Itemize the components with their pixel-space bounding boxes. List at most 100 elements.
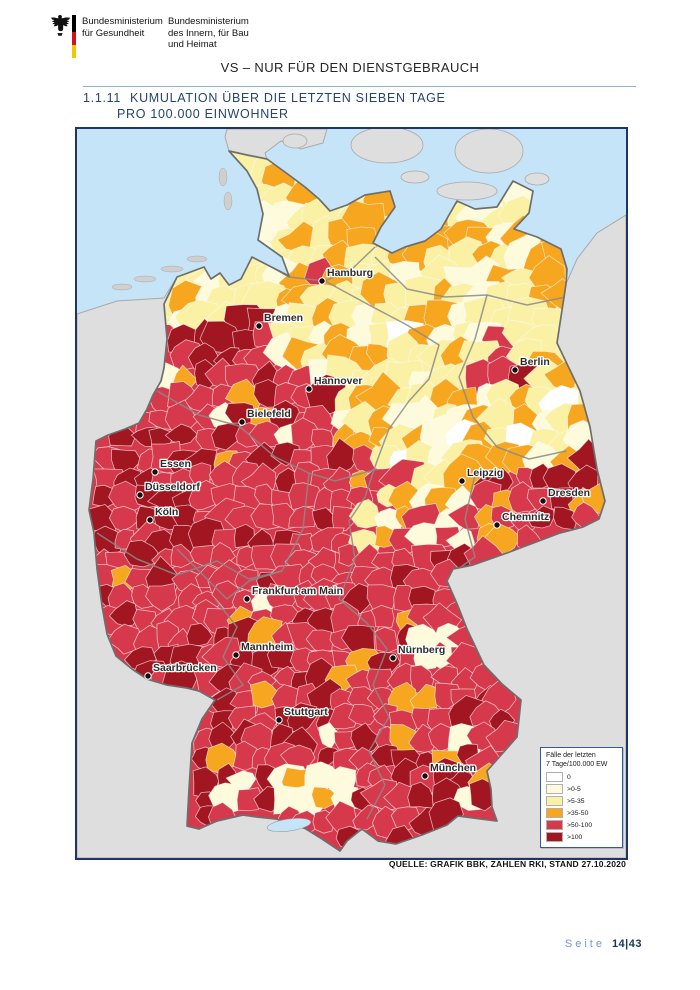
legend-item: >35-50	[546, 808, 618, 818]
page-footer: Seite 14|43	[565, 938, 642, 950]
city-label: Hamburg	[327, 267, 373, 279]
city-dot	[421, 772, 429, 780]
city-marker-m-nchen: München	[421, 761, 477, 780]
district	[348, 704, 377, 726]
legend-item: >0-5	[546, 784, 618, 794]
city-dot	[458, 477, 466, 485]
city-marker-hamburg: Hamburg	[318, 266, 374, 285]
city-label: Düsseldorf	[145, 481, 200, 493]
city-dot	[389, 654, 397, 662]
city-marker-berlin: Berlin	[511, 355, 551, 374]
ministry-interior-line1: Bundesministerium	[168, 16, 249, 27]
city-label: Bielefeld	[247, 408, 291, 420]
section-number: 1.1.11	[83, 91, 122, 105]
district	[375, 626, 399, 654]
legend-label: >5-35	[567, 797, 585, 805]
district	[317, 746, 342, 766]
legend-title-line1: Fälle der letzten	[546, 752, 596, 759]
district	[225, 770, 257, 794]
district	[211, 422, 242, 451]
district	[326, 437, 359, 473]
district	[526, 505, 555, 529]
ministry-interior-line2: des Innern, für Bau	[168, 27, 249, 39]
section-title-line2: PRO 100.000 EINWOHNER	[117, 106, 289, 121]
city-label: Hannover	[314, 375, 362, 387]
section-title: 1.1.11 KUMULATION ÜBER DIE LETZTEN SIEBEN…	[83, 91, 446, 122]
island	[218, 167, 228, 187]
choropleth-map: Hamburg Bremen Berlin Hannover Bielefeld Esse…	[77, 129, 626, 858]
district	[108, 505, 141, 532]
legend-label: >50-100	[567, 821, 593, 829]
legend-items: 0 >0-5 >5-35 >35-50 >50-100 >100	[546, 772, 618, 842]
city-label: Dresden	[548, 487, 590, 499]
state-border	[366, 622, 390, 820]
city-dot	[305, 385, 313, 393]
legend-title: Fälle der letzten 7 Tage/100.000 EW	[546, 752, 618, 769]
city-dot	[511, 366, 519, 374]
city-label: Stuttgart	[284, 706, 328, 718]
city-marker-stuttgart: Stuttgart	[275, 705, 330, 724]
section-title-line1: KUMULATION ÜBER DIE LETZTEN SIEBEN TAGE	[130, 91, 446, 105]
city-dot	[539, 497, 547, 505]
city-label: Mannheim	[241, 641, 293, 653]
island	[400, 170, 430, 184]
district	[552, 506, 579, 531]
state-border	[338, 460, 378, 624]
districts-layer	[89, 151, 605, 851]
lake-constance	[266, 818, 312, 832]
district	[288, 505, 316, 528]
city-marker-leipzig: Leipzig	[458, 466, 504, 485]
city-marker-bremen: Bremen	[255, 311, 304, 330]
district	[287, 702, 318, 733]
state-border	[96, 472, 310, 580]
ministry-health-line1: Bundesministerium	[82, 16, 163, 27]
district	[446, 502, 481, 530]
legend-title-line2: 7 Tage/100.000 EW	[546, 760, 608, 768]
classification-banner: VS – NUR FÜR DEN DIENSTGEBRAUCH	[220, 60, 480, 75]
city-marker-k-ln: Köln	[146, 505, 180, 524]
ministry-interior-logo: Bundesministerium des Innern, für Bau un…	[168, 16, 249, 51]
city-label: Essen	[160, 458, 191, 470]
state-border	[374, 256, 567, 306]
district	[249, 680, 280, 709]
city-label: Chemnitz	[502, 511, 549, 523]
city-marker-saarbr-cken: Saarbrücken	[144, 661, 218, 680]
city-dot	[493, 521, 501, 529]
legend-swatch	[546, 808, 563, 818]
state-border	[324, 280, 440, 462]
city-label: München	[430, 762, 476, 774]
island	[133, 275, 157, 283]
city-marker-mannheim: Mannheim	[232, 640, 294, 659]
city-dot	[146, 516, 154, 524]
city-dot	[151, 468, 159, 476]
district	[311, 786, 340, 809]
page-number: 14|43	[611, 938, 642, 950]
city-label: Frankfurt am Main	[252, 585, 343, 597]
district	[164, 423, 198, 445]
district	[348, 498, 380, 529]
city-label: Berlin	[520, 356, 550, 368]
germany-outline	[88, 150, 606, 852]
city-marker-chemnitz: Chemnitz	[493, 510, 551, 529]
map-legend: Fälle der letzten 7 Tage/100.000 EW 0 >0-…	[540, 747, 623, 848]
legend-item: >100	[546, 832, 618, 842]
district	[318, 722, 343, 749]
island	[350, 129, 424, 164]
city-dot	[144, 672, 152, 680]
legend-swatch	[546, 832, 563, 842]
city-dot	[318, 277, 326, 285]
island	[160, 265, 184, 273]
legend-label: >100	[567, 833, 583, 841]
state-border	[156, 390, 378, 482]
state-border	[214, 598, 244, 701]
island	[524, 172, 550, 186]
island	[436, 181, 498, 201]
city-label: Nürnberg	[398, 644, 445, 656]
state-border	[176, 548, 283, 600]
city-dot	[243, 595, 251, 603]
state-border	[458, 294, 567, 460]
legend-item: >50-100	[546, 820, 618, 830]
city-dot	[136, 491, 144, 499]
city-label: Saarbrücken	[153, 662, 217, 674]
